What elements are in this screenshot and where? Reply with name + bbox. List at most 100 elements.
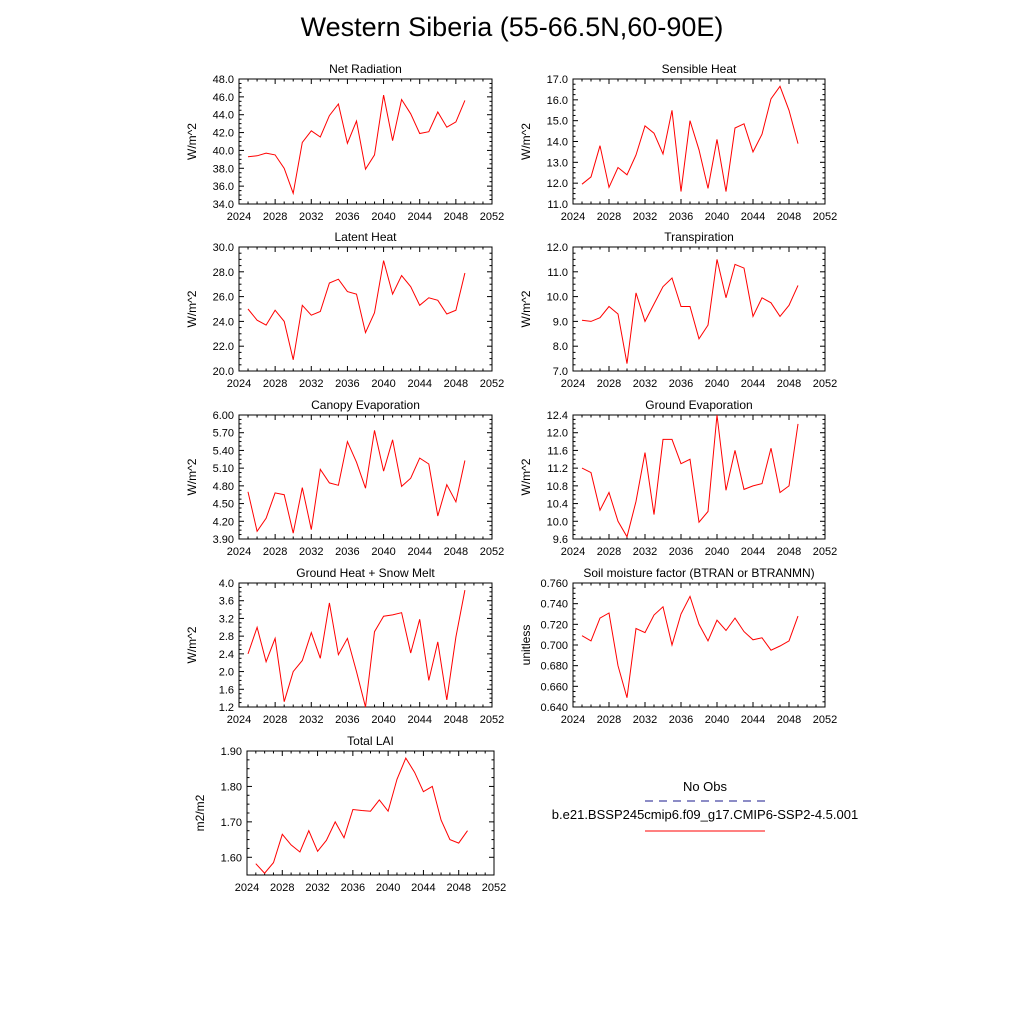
x-tick-label: 2024: [561, 714, 585, 726]
x-tick-label: 2052: [480, 546, 504, 558]
plot-frame: [572, 246, 826, 372]
plot-frame: [238, 78, 493, 205]
y-tick-label: 0.760: [540, 578, 568, 590]
series-line: [581, 414, 799, 539]
x-tick-label: 2048: [444, 378, 468, 390]
chart-panel-2: Sensible Heat W/m^2 2024 2028 2032 2036 2040 20…: [519, 62, 837, 223]
y-tick-label: 0.640: [540, 702, 568, 714]
y-tick-label: 2.8: [219, 631, 234, 643]
x-tick-label: 2052: [813, 714, 837, 726]
plot-frame: [572, 582, 826, 708]
x-tick-label: 2036: [335, 546, 359, 558]
x-tick-label: 2028: [597, 211, 621, 223]
y-axis-label: W/m^2: [185, 458, 199, 495]
x-tick-label: 2040: [705, 378, 729, 390]
x-tick-label: 2048: [444, 714, 468, 726]
y-tick-label: 5.70: [213, 428, 234, 440]
y-axis-label: W/m^2: [519, 290, 533, 327]
y-tick-label: 13.0: [547, 157, 568, 169]
y-tick-label: 30.0: [213, 242, 234, 254]
x-tick-label: 2028: [270, 882, 294, 894]
x-tick-label: 2044: [411, 882, 435, 894]
y-tick-label: 11.0: [547, 199, 568, 211]
x-tick-label: 2032: [299, 378, 323, 390]
x-tick-label: 2032: [299, 211, 323, 223]
y-tick-label: 6.00: [213, 410, 234, 422]
x-tick-label: 2040: [371, 378, 395, 390]
y-tick-label: 0.660: [540, 681, 568, 693]
y-axis-label: W/m^2: [185, 123, 199, 160]
x-tick-label: 2024: [235, 882, 259, 894]
series-line: [581, 595, 799, 698]
y-tick-label: 12.0: [547, 178, 568, 190]
x-tick-label: 2040: [371, 211, 395, 223]
x-tick-label: 2048: [444, 211, 468, 223]
x-tick-label: 2044: [407, 378, 431, 390]
y-tick-label: 34.0: [213, 199, 234, 211]
x-tick-label: 2024: [227, 378, 251, 390]
y-tick-label: 17.0: [547, 74, 568, 86]
x-tick-label: 2040: [705, 714, 729, 726]
y-axis-label: W/m^2: [185, 290, 199, 327]
x-tick-label: 2040: [371, 546, 395, 558]
series-line: [247, 260, 466, 360]
y-tick-label: 26.0: [213, 292, 234, 304]
y-tick-label: 15.0: [547, 116, 568, 128]
legend-obs-label: No Obs: [682, 779, 728, 794]
x-tick-label: 2032: [633, 378, 657, 390]
x-tick-label: 2040: [371, 714, 395, 726]
chart-title: Canopy Evaporation: [311, 398, 420, 412]
series-line: [247, 95, 466, 196]
y-tick-label: 4.0: [219, 578, 234, 590]
legend-model-label: b.e21.BSSP245cmip6.f09_g17.CMIP6-SSP2-4.…: [551, 807, 859, 822]
chart-title: Net Radiation: [329, 62, 402, 76]
x-tick-label: 2032: [305, 882, 329, 894]
x-tick-label: 2044: [407, 211, 431, 223]
y-tick-label: 24.0: [213, 316, 234, 328]
chart-title: Soil moisture factor (BTRAN or BTRANMN): [583, 566, 814, 580]
x-tick-label: 2040: [705, 546, 729, 558]
plot-frame: [238, 582, 493, 708]
chart-title: Transpiration: [664, 230, 734, 244]
x-tick-label: 2032: [299, 714, 323, 726]
y-tick-label: 10.4: [547, 499, 568, 511]
y-tick-label: 0.740: [540, 599, 568, 611]
y-tick-label: 2.0: [219, 667, 234, 679]
x-tick-label: 2032: [633, 546, 657, 558]
x-tick-label: 2044: [741, 378, 765, 390]
x-tick-label: 2048: [446, 882, 470, 894]
x-tick-label: 2028: [597, 378, 621, 390]
y-tick-label: 11.6: [547, 445, 568, 457]
x-tick-label: 2036: [341, 882, 365, 894]
y-tick-label: 16.0: [547, 95, 568, 107]
series-line: [247, 430, 466, 534]
chart-title: Sensible Heat: [662, 62, 737, 76]
x-tick-label: 2036: [335, 714, 359, 726]
x-tick-label: 2052: [480, 714, 504, 726]
x-tick-label: 2036: [669, 546, 693, 558]
y-axis-label: m2/m2: [193, 794, 207, 831]
y-tick-label: 48.0: [213, 74, 234, 86]
x-tick-label: 2036: [669, 378, 693, 390]
chart-title: Ground Evaporation: [645, 398, 752, 412]
plot-frame: [238, 414, 493, 540]
chart-title: Latent Heat: [334, 230, 397, 244]
x-tick-label: 2032: [299, 546, 323, 558]
x-tick-label: 2048: [444, 546, 468, 558]
chart-title: Total LAI: [347, 734, 394, 748]
y-tick-label: 3.6: [219, 596, 234, 608]
y-tick-label: 22.0: [213, 341, 234, 353]
y-tick-label: 1.60: [221, 852, 242, 864]
y-tick-label: 1.90: [221, 746, 242, 758]
chart-panel-4: Transpiration W/m^2 2024 2028 2032 2036 2040 20…: [519, 230, 837, 390]
y-tick-label: 9.6: [553, 534, 568, 546]
x-tick-label: 2044: [741, 546, 765, 558]
y-tick-label: 42.0: [213, 128, 234, 140]
y-tick-label: 1.2: [219, 702, 234, 714]
y-tick-label: 10.8: [547, 481, 568, 493]
x-tick-label: 2036: [335, 211, 359, 223]
y-tick-label: 38.0: [213, 163, 234, 175]
plot-frame: [246, 750, 495, 876]
x-tick-label: 2052: [480, 211, 504, 223]
y-tick-label: 5.40: [213, 445, 234, 457]
